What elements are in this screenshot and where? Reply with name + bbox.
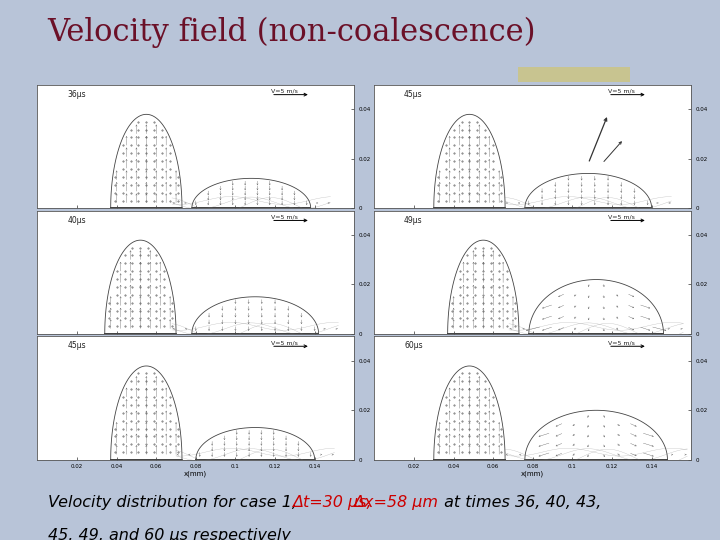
Text: at times 36, 40, 43,: at times 36, 40, 43, bbox=[439, 495, 601, 510]
Text: V=5 m/s: V=5 m/s bbox=[271, 214, 298, 219]
Text: V=5 m/s: V=5 m/s bbox=[608, 89, 635, 93]
X-axis label: x(mm): x(mm) bbox=[521, 471, 544, 477]
Text: Δx=58 μm: Δx=58 μm bbox=[354, 495, 438, 510]
X-axis label: x(mm): x(mm) bbox=[521, 345, 544, 352]
Text: V=5 m/s: V=5 m/s bbox=[608, 214, 635, 219]
Text: Velocity distribution for case 1,: Velocity distribution for case 1, bbox=[48, 495, 302, 510]
Text: Δt=30 μs,: Δt=30 μs, bbox=[292, 495, 377, 510]
Text: 60μs: 60μs bbox=[404, 341, 423, 350]
Text: V=5 m/s: V=5 m/s bbox=[271, 340, 298, 345]
Text: V=5 m/s: V=5 m/s bbox=[271, 89, 298, 93]
Text: 45, 49, and 60 μs respectively: 45, 49, and 60 μs respectively bbox=[48, 528, 291, 540]
Text: 45μs: 45μs bbox=[404, 90, 423, 99]
X-axis label: x(mm): x(mm) bbox=[521, 219, 544, 226]
Text: V=5 m/s: V=5 m/s bbox=[608, 340, 635, 345]
Text: 40μs: 40μs bbox=[67, 215, 86, 225]
Bar bbox=[518, 67, 630, 82]
X-axis label: x(mm): x(mm) bbox=[184, 345, 207, 352]
Text: 45μs: 45μs bbox=[67, 341, 86, 350]
Text: Velocity field (non-coalescence): Velocity field (non-coalescence) bbox=[47, 17, 535, 48]
Text: 49μs: 49μs bbox=[404, 215, 423, 225]
Text: 36μs: 36μs bbox=[67, 90, 86, 99]
X-axis label: x(mm): x(mm) bbox=[184, 471, 207, 477]
X-axis label: x(mm): x(mm) bbox=[184, 219, 207, 226]
